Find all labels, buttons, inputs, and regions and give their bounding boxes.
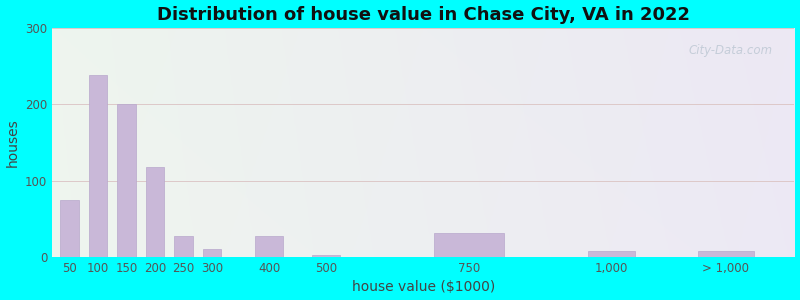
Y-axis label: houses: houses [6, 118, 19, 167]
Bar [312, 255, 340, 257]
Bar [434, 232, 504, 257]
Bar [89, 75, 107, 257]
Bar [698, 251, 754, 257]
Bar [588, 251, 635, 257]
Bar [202, 249, 222, 257]
Text: City-Data.com: City-Data.com [688, 44, 772, 57]
Bar [60, 200, 78, 257]
Title: Distribution of house value in Chase City, VA in 2022: Distribution of house value in Chase Cit… [157, 6, 690, 24]
Bar [174, 236, 193, 257]
Bar [117, 104, 136, 257]
X-axis label: house value ($1000): house value ($1000) [352, 280, 495, 294]
Bar [255, 236, 283, 257]
Bar [146, 167, 164, 257]
